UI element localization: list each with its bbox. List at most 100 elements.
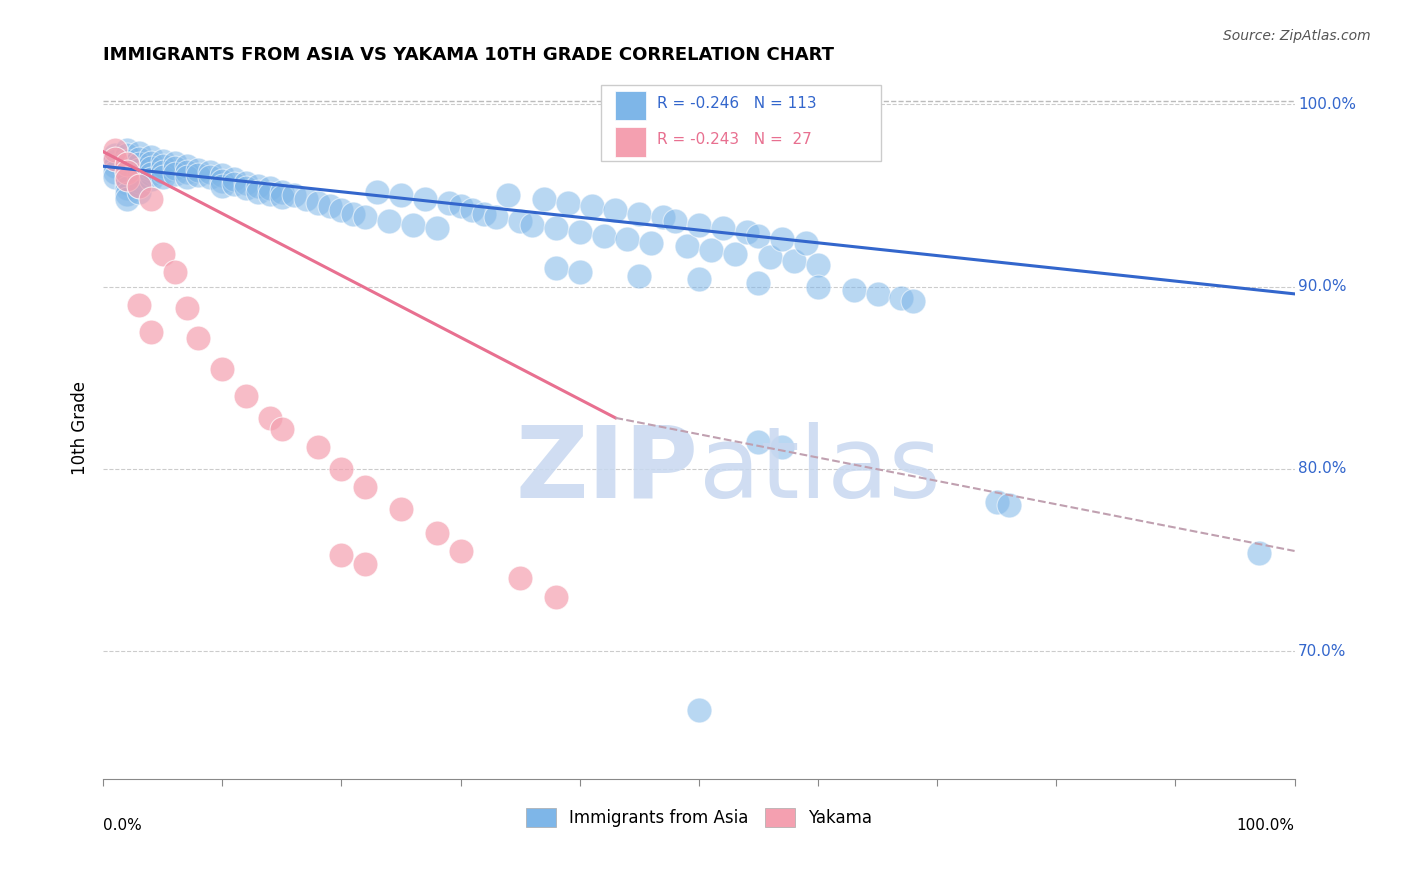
Point bbox=[866, 286, 889, 301]
Point bbox=[139, 325, 162, 339]
Point bbox=[664, 214, 686, 228]
Point bbox=[115, 176, 138, 190]
Text: 100.0%: 100.0% bbox=[1237, 818, 1295, 832]
Point bbox=[176, 301, 198, 316]
Point bbox=[402, 218, 425, 232]
Point bbox=[139, 172, 162, 186]
Point bbox=[389, 502, 412, 516]
Point bbox=[723, 246, 745, 260]
Point bbox=[533, 192, 555, 206]
Point bbox=[163, 265, 186, 279]
Point bbox=[676, 239, 699, 253]
Text: 90.0%: 90.0% bbox=[1298, 279, 1347, 294]
Point bbox=[807, 258, 830, 272]
Point bbox=[986, 495, 1008, 509]
Point bbox=[688, 218, 710, 232]
Point bbox=[770, 440, 793, 454]
Point bbox=[152, 164, 174, 178]
Point bbox=[115, 157, 138, 171]
Text: 70.0%: 70.0% bbox=[1298, 644, 1347, 659]
Point bbox=[842, 283, 865, 297]
Point bbox=[628, 207, 651, 221]
Point bbox=[115, 164, 138, 178]
Point bbox=[426, 221, 449, 235]
Point bbox=[115, 153, 138, 168]
Point bbox=[139, 155, 162, 169]
Point bbox=[366, 185, 388, 199]
Text: R = -0.243   N =  27: R = -0.243 N = 27 bbox=[657, 132, 811, 147]
Point bbox=[807, 279, 830, 293]
Point bbox=[318, 199, 340, 213]
Point bbox=[152, 170, 174, 185]
Point bbox=[139, 161, 162, 175]
Point bbox=[128, 179, 150, 194]
Point bbox=[628, 268, 651, 283]
Text: 0.0%: 0.0% bbox=[103, 818, 142, 832]
Point bbox=[139, 192, 162, 206]
Point bbox=[509, 571, 531, 585]
Point bbox=[152, 246, 174, 260]
Point bbox=[270, 422, 292, 436]
Point bbox=[211, 179, 233, 194]
Point bbox=[330, 202, 353, 217]
Point bbox=[115, 164, 138, 178]
Point bbox=[354, 557, 377, 571]
Point bbox=[688, 272, 710, 286]
Point bbox=[700, 243, 723, 257]
Point bbox=[581, 199, 603, 213]
Point bbox=[557, 195, 579, 210]
Point bbox=[115, 172, 138, 186]
Text: 80.0%: 80.0% bbox=[1298, 461, 1347, 476]
Point bbox=[592, 228, 614, 243]
Point bbox=[128, 146, 150, 161]
Point bbox=[115, 170, 138, 185]
Point bbox=[770, 232, 793, 246]
Point bbox=[544, 221, 567, 235]
Point bbox=[330, 462, 353, 476]
Point bbox=[688, 703, 710, 717]
Point bbox=[474, 207, 496, 221]
Point bbox=[747, 228, 769, 243]
Bar bbox=[616, 91, 647, 120]
Text: Source: ZipAtlas.com: Source: ZipAtlas.com bbox=[1223, 29, 1371, 43]
Point bbox=[176, 170, 198, 185]
Point bbox=[640, 235, 662, 250]
Point bbox=[652, 211, 675, 225]
Point bbox=[747, 276, 769, 290]
Point bbox=[115, 159, 138, 173]
Point bbox=[259, 186, 281, 201]
Point bbox=[128, 298, 150, 312]
Point bbox=[520, 218, 543, 232]
Point bbox=[450, 544, 472, 558]
Point bbox=[115, 143, 138, 157]
Point bbox=[461, 202, 484, 217]
Legend: Immigrants from Asia, Yakama: Immigrants from Asia, Yakama bbox=[519, 801, 879, 834]
Point bbox=[307, 440, 329, 454]
Point bbox=[605, 202, 627, 217]
Point bbox=[211, 169, 233, 183]
Point bbox=[247, 185, 270, 199]
Point bbox=[509, 214, 531, 228]
Text: R = -0.246   N = 113: R = -0.246 N = 113 bbox=[657, 96, 817, 111]
Text: 100.0%: 100.0% bbox=[1298, 96, 1357, 112]
Point bbox=[152, 159, 174, 173]
Point bbox=[139, 167, 162, 181]
Point bbox=[711, 221, 734, 235]
Point bbox=[616, 232, 638, 246]
Point bbox=[997, 499, 1019, 513]
Point bbox=[568, 225, 591, 239]
Point bbox=[270, 185, 292, 199]
Point bbox=[163, 155, 186, 169]
Point bbox=[247, 179, 270, 194]
Point bbox=[307, 195, 329, 210]
Point bbox=[115, 192, 138, 206]
Point bbox=[187, 331, 209, 345]
Point bbox=[283, 188, 305, 202]
Point bbox=[200, 164, 222, 178]
Point bbox=[259, 181, 281, 195]
Point bbox=[139, 150, 162, 164]
Point bbox=[485, 211, 508, 225]
Point bbox=[259, 410, 281, 425]
Point bbox=[115, 186, 138, 201]
Point bbox=[176, 159, 198, 173]
